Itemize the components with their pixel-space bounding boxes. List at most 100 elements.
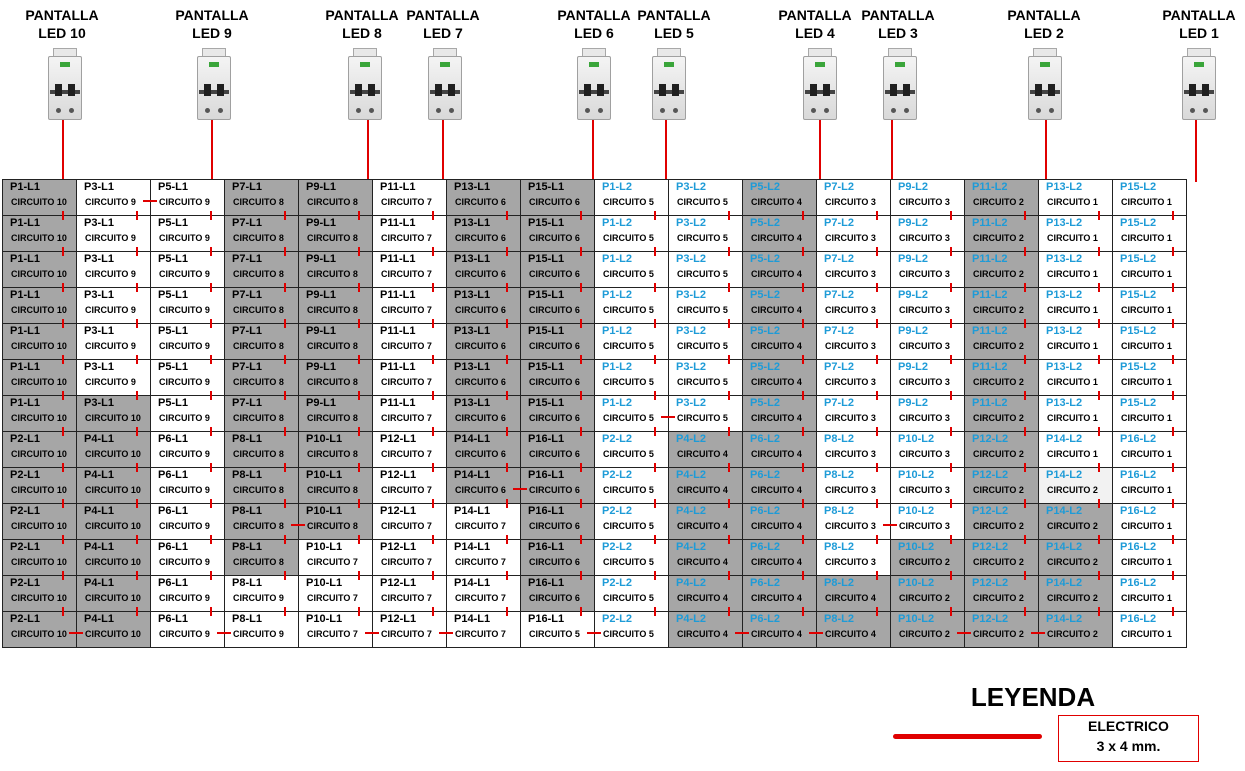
circuit-breaker-icon xyxy=(197,48,231,120)
wire-link xyxy=(580,319,582,328)
circuit-label: CIRCUITO 3 xyxy=(899,305,950,315)
panel-cell: P12-L1 CIRCUITO 7 xyxy=(372,539,447,580)
panel-cell: P2-L2 CIRCUITO 5 xyxy=(594,467,669,508)
wire-link xyxy=(802,283,804,292)
circuit-label: CIRCUITO 7 xyxy=(307,557,358,567)
panel-cell: P16-L1 CIRCUITO 6 xyxy=(520,431,595,472)
legend-label-size: 3 x 4 mm. xyxy=(1096,738,1161,754)
circuit-label: CIRCUITO 2 xyxy=(973,449,1024,459)
circuit-label: CIRCUITO 2 xyxy=(973,197,1024,207)
panel-cell: P11-L2 CIRCUITO 2 xyxy=(964,215,1039,256)
panel-cell: P13-L1 CIRCUITO 6 xyxy=(446,323,521,364)
wire-link xyxy=(69,632,83,634)
circuit-label: CIRCUITO 1 xyxy=(1121,377,1172,387)
panel-cell: P4-L1 CIRCUITO 10 xyxy=(76,467,151,508)
grid-row: P2-L1 CIRCUITO 10 P4-L1 CIRCUITO 10 P6-L1 CIR… xyxy=(2,539,1187,580)
panel-id: P11-L1 xyxy=(380,361,416,373)
panel-id: P4-L2 xyxy=(676,541,706,553)
circuit-label: CIRCUITO 2 xyxy=(1047,521,1098,531)
panel-cell: P1-L1 CIRCUITO 10 xyxy=(2,215,77,256)
circuit-label: CIRCUITO 8 xyxy=(307,197,358,207)
wire-link xyxy=(1098,283,1100,292)
panel-id: P10-L1 xyxy=(306,577,343,589)
circuit-label: CIRCUITO 2 xyxy=(973,305,1024,315)
panel-id: P8-L1 xyxy=(232,469,262,481)
circuit-label: CIRCUITO 8 xyxy=(307,233,358,243)
panel-cell: P2-L1 CIRCUITO 10 xyxy=(2,611,77,648)
feed-wire xyxy=(1045,120,1047,182)
panel-cell: P7-L1 CIRCUITO 8 xyxy=(224,359,299,400)
panel-cell: P11-L1 CIRCUITO 7 xyxy=(372,287,447,328)
panel-id: P3-L1 xyxy=(84,361,114,373)
panel-id: P3-L2 xyxy=(676,289,706,301)
panel-cell: P11-L1 CIRCUITO 7 xyxy=(372,215,447,256)
panel-id: P12-L1 xyxy=(380,577,417,589)
circuit-label: CIRCUITO 2 xyxy=(973,557,1024,567)
panel-cell: P5-L1 CIRCUITO 9 xyxy=(150,323,225,364)
legend-wire-sample xyxy=(893,734,1042,739)
panel-cell: P3-L1 CIRCUITO 9 xyxy=(76,287,151,328)
circuit-label: CIRCUITO 5 xyxy=(603,449,654,459)
panel-id: P15-L2 xyxy=(1120,397,1157,409)
wire-link xyxy=(728,607,730,616)
panel-id: P4-L1 xyxy=(84,433,114,445)
panel-header: PANTALLA LED 3 xyxy=(848,6,948,42)
panel-cell: P3-L2 CIRCUITO 5 xyxy=(668,287,743,328)
wire-link xyxy=(950,319,952,328)
circuit-label: CIRCUITO 5 xyxy=(529,629,580,639)
wire-link xyxy=(62,283,64,292)
circuit-label: CIRCUITO 6 xyxy=(455,341,506,351)
panel-id: P10-L2 xyxy=(898,505,935,517)
feed-wire xyxy=(367,120,369,182)
wire-link xyxy=(1098,571,1100,580)
panel-cell: P1-L2 CIRCUITO 5 xyxy=(594,179,669,220)
circuit-label: CIRCUITO 3 xyxy=(899,341,950,351)
wire-link xyxy=(1024,391,1026,400)
circuit-label: CIRCUITO 2 xyxy=(1047,485,1098,495)
wire-link xyxy=(728,355,730,364)
panel-header: PANTALLA LED 1 xyxy=(1149,6,1245,42)
panel-cell: P5-L2 CIRCUITO 4 xyxy=(742,179,817,220)
panel-cell: P13-L2 CIRCUITO 1 xyxy=(1038,287,1113,328)
wire-link xyxy=(284,427,286,436)
circuit-label: CIRCUITO 8 xyxy=(307,377,358,387)
panel-id: P12-L2 xyxy=(972,505,1009,517)
panel-id: P12-L1 xyxy=(380,613,417,625)
wire-link xyxy=(728,499,730,508)
panel-header-id: LED 10 xyxy=(38,25,86,41)
panel-cell: P13-L1 CIRCUITO 6 xyxy=(446,359,521,400)
wire-link xyxy=(358,499,360,508)
panel-id: P13-L2 xyxy=(1046,217,1083,229)
panel-cell: P6-L1 CIRCUITO 9 xyxy=(150,611,225,648)
wire-link xyxy=(62,391,64,400)
circuit-label: CIRCUITO 5 xyxy=(603,269,654,279)
circuit-label: CIRCUITO 3 xyxy=(825,197,876,207)
wire-link xyxy=(728,427,730,436)
panel-id: P11-L1 xyxy=(380,325,416,337)
panel-id: P3-L1 xyxy=(84,253,114,265)
circuit-label: CIRCUITO 5 xyxy=(603,305,654,315)
panel-cell: P3-L1 CIRCUITO 9 xyxy=(76,215,151,256)
panel-id: P9-L1 xyxy=(306,361,336,373)
circuit-label: CIRCUITO 8 xyxy=(307,305,358,315)
panel-cell: P5-L2 CIRCUITO 4 xyxy=(742,395,817,436)
panel-id: P3-L2 xyxy=(676,217,706,229)
wire-link xyxy=(136,535,138,544)
panel-cell: P6-L2 CIRCUITO 4 xyxy=(742,431,817,472)
panel-id: P8-L2 xyxy=(824,613,854,625)
circuit-label: CIRCUITO 1 xyxy=(1121,629,1172,639)
wire-link xyxy=(1172,283,1174,292)
panel-id: P13-L1 xyxy=(454,253,491,265)
circuit-label: CIRCUITO 2 xyxy=(899,557,950,567)
circuit-label: CIRCUITO 5 xyxy=(677,233,728,243)
panel-id: P4-L1 xyxy=(84,577,114,589)
circuit-label: CIRCUITO 9 xyxy=(159,377,210,387)
panel-id: P13-L2 xyxy=(1046,361,1083,373)
panel-cell: P15-L2 CIRCUITO 1 xyxy=(1112,395,1187,436)
panel-id: P8-L2 xyxy=(824,505,854,517)
panel-cell: P5-L1 CIRCUITO 9 xyxy=(150,287,225,328)
panel-cell: P11-L1 CIRCUITO 7 xyxy=(372,179,447,220)
panel-cell: P4-L2 CIRCUITO 4 xyxy=(668,575,743,616)
panel-cell: P14-L2 CIRCUITO 2 xyxy=(1038,467,1113,508)
circuit-label: CIRCUITO 7 xyxy=(381,197,432,207)
